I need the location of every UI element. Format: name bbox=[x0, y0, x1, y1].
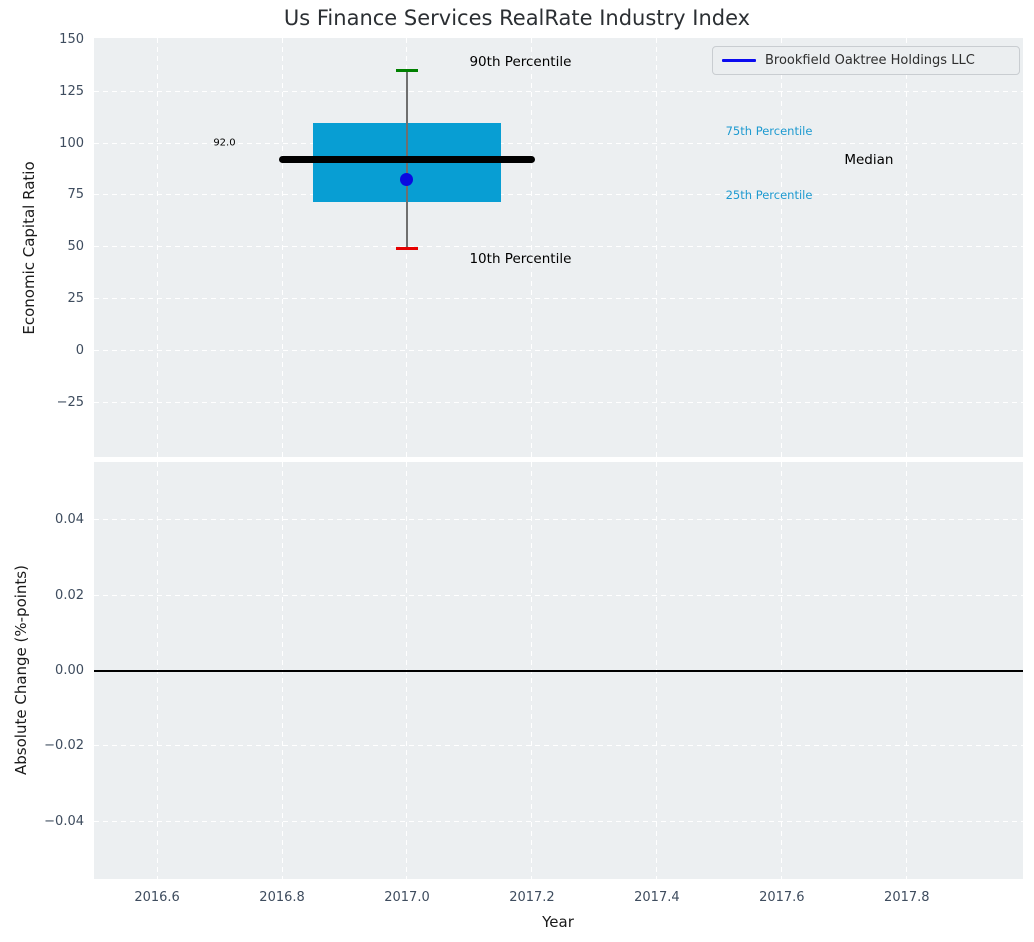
y-gridline bbox=[94, 519, 1023, 521]
x-tick-label: 2016.6 bbox=[134, 890, 180, 905]
median-line bbox=[278, 156, 536, 164]
legend: Brookfield Oaktree Holdings LLC bbox=[712, 46, 1020, 75]
annotation: Median bbox=[844, 151, 894, 168]
annotation: 10th Percentile bbox=[469, 251, 572, 268]
y-tick-label: 50 bbox=[67, 239, 84, 255]
y-tick-label: 0.04 bbox=[55, 512, 84, 528]
y-gridline bbox=[94, 745, 1023, 747]
p10-cap bbox=[396, 247, 418, 251]
y-tick-label: 75 bbox=[67, 187, 84, 203]
x-tick-label: 2016.8 bbox=[259, 890, 305, 905]
y-tick-label: −25 bbox=[56, 395, 84, 411]
legend-label: Brookfield Oaktree Holdings LLC bbox=[765, 53, 975, 68]
x-tick-label: 2017.8 bbox=[884, 890, 930, 905]
x-gridline bbox=[156, 38, 158, 457]
zero-line bbox=[94, 669, 1023, 672]
company-point bbox=[400, 172, 414, 186]
chart-title: Us Finance Services RealRate Industry In… bbox=[283, 6, 751, 30]
y-gridline bbox=[94, 594, 1023, 596]
x-gridline bbox=[531, 38, 533, 457]
annotation: 92.0 bbox=[213, 137, 236, 149]
y-tick-label: −0.04 bbox=[44, 813, 84, 829]
legend-line-swatch bbox=[722, 59, 756, 62]
p90-cap bbox=[396, 68, 418, 72]
x-gridline bbox=[781, 38, 783, 457]
y-axis-label-top: Economic Capital Ratio bbox=[20, 161, 38, 335]
y-gridline bbox=[94, 402, 1023, 404]
y-gridline bbox=[94, 246, 1023, 248]
y-gridline bbox=[94, 194, 1023, 196]
y-tick-label: 0.00 bbox=[55, 663, 84, 678]
x-tick-label: 2017.2 bbox=[509, 890, 555, 905]
y-tick-label: 25 bbox=[67, 291, 84, 307]
y-tick-label: 125 bbox=[59, 83, 84, 99]
annotation: 75th Percentile bbox=[725, 123, 813, 138]
x-tick-label: 2017.0 bbox=[384, 890, 430, 905]
y-axis-label-bottom: Absolute Change (%-points) bbox=[12, 565, 30, 775]
annotation: 90th Percentile bbox=[469, 54, 572, 71]
axes-economic-capital-ratio bbox=[94, 38, 1023, 457]
y-gridline bbox=[94, 90, 1023, 92]
y-tick-label: 0.02 bbox=[55, 587, 84, 603]
x-axis-label: Year bbox=[542, 913, 574, 931]
x-tick-label: 2017.4 bbox=[634, 890, 680, 905]
x-gridline bbox=[656, 38, 658, 457]
x-gridline bbox=[906, 38, 908, 457]
y-tick-label: 150 bbox=[59, 31, 84, 47]
y-gridline bbox=[94, 820, 1023, 822]
y-gridline bbox=[94, 298, 1023, 300]
y-tick-label: 100 bbox=[59, 135, 84, 151]
y-gridline bbox=[94, 142, 1023, 144]
y-tick-label: −0.02 bbox=[44, 738, 84, 754]
y-gridline bbox=[94, 350, 1023, 352]
annotation: 25th Percentile bbox=[725, 187, 813, 202]
x-tick-label: 2017.6 bbox=[759, 890, 805, 905]
x-gridline bbox=[281, 38, 283, 457]
y-tick-label: 0 bbox=[75, 343, 84, 359]
